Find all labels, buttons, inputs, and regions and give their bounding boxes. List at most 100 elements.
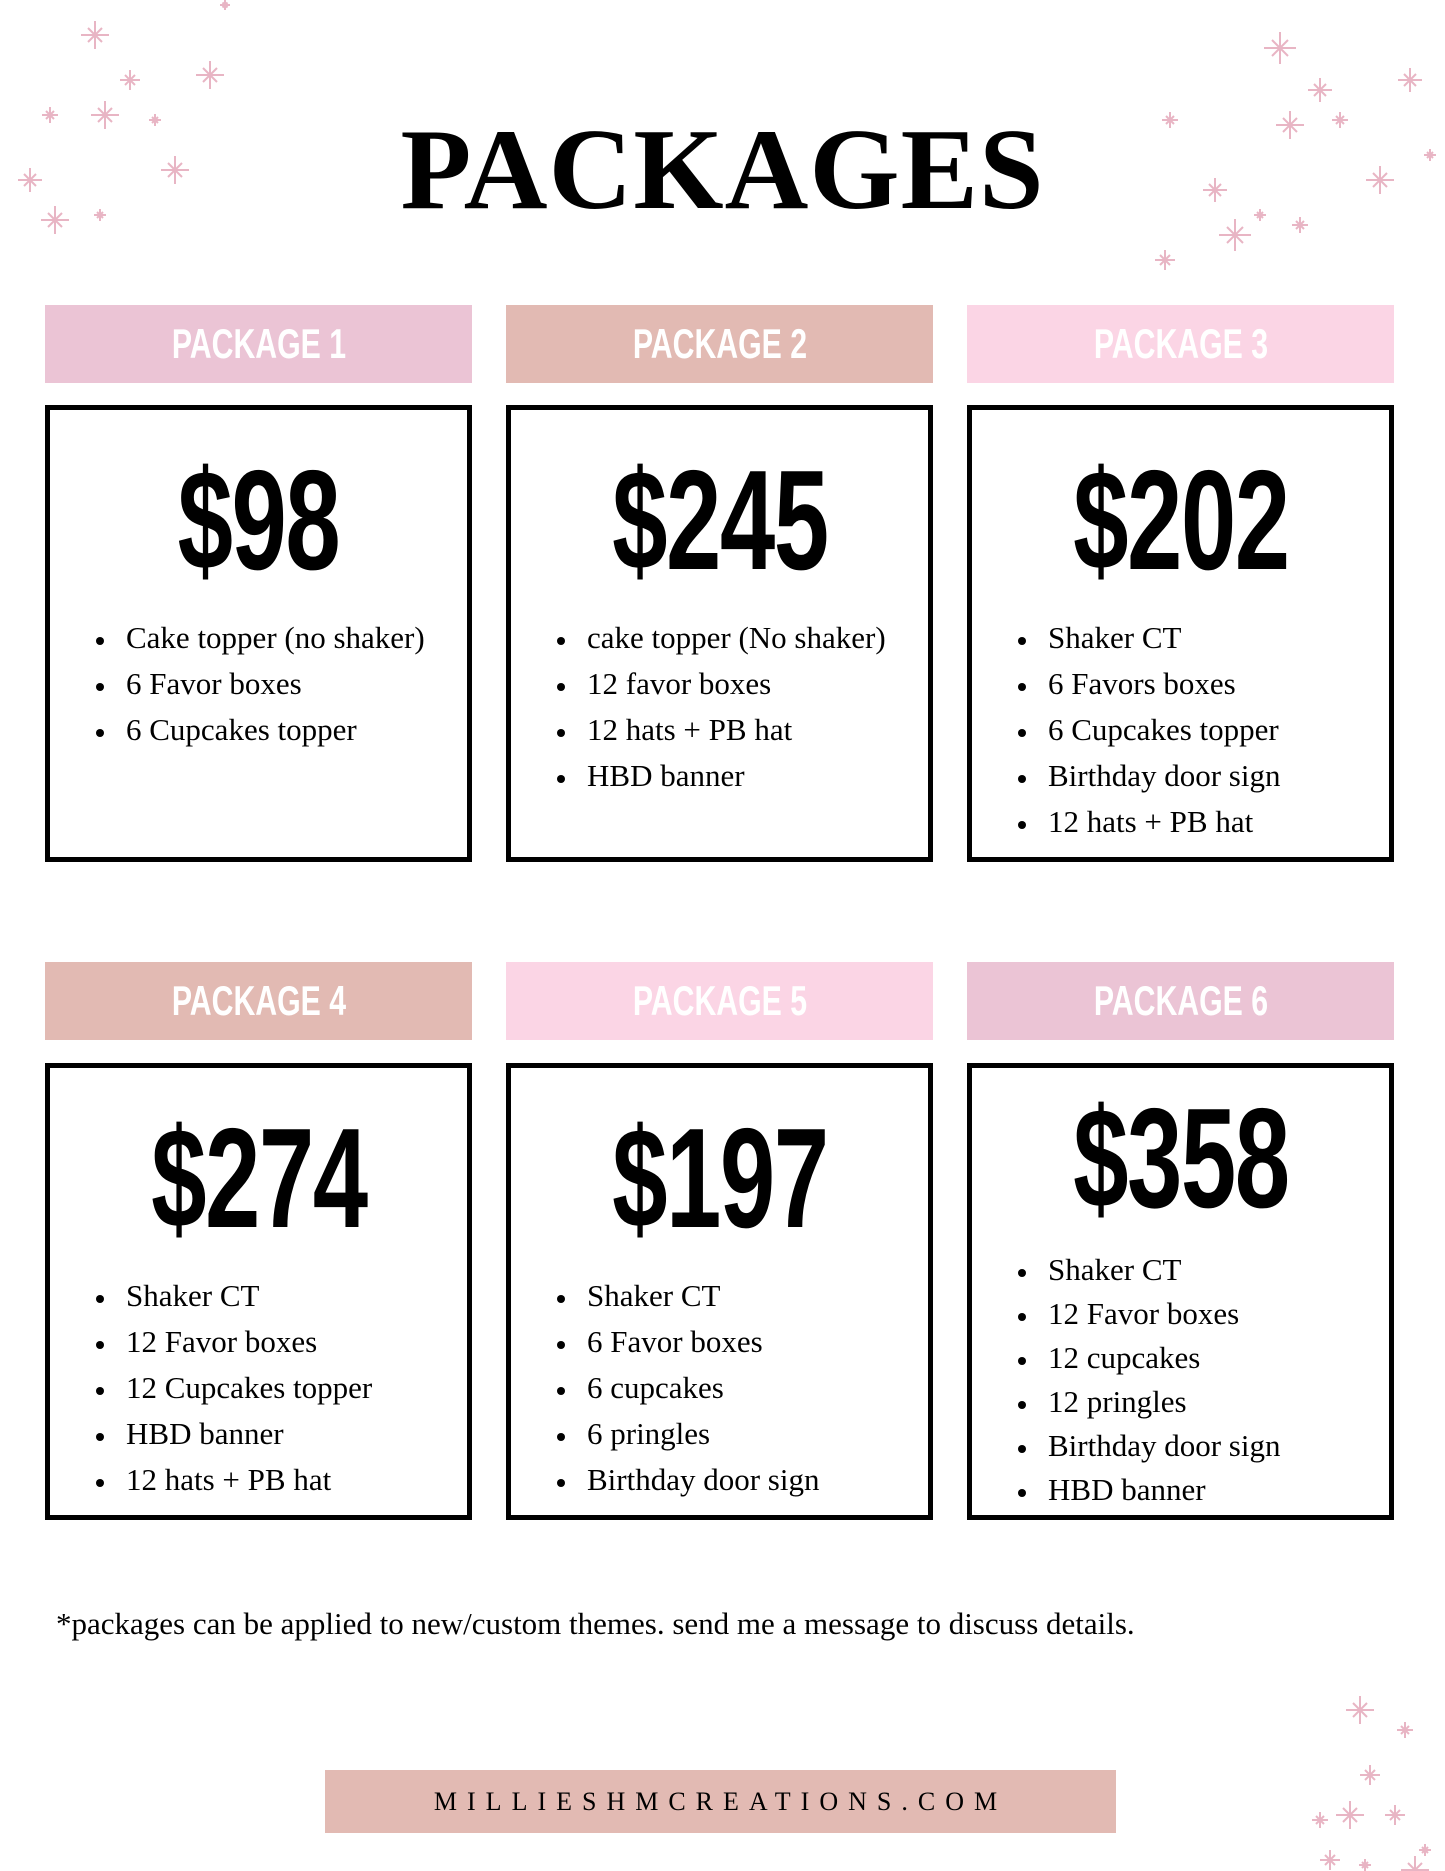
sparkles-top-left-icon xyxy=(18,0,230,234)
list-item: 12 Cupcakes topper xyxy=(118,1365,457,1411)
list-item: 6 cupcakes xyxy=(579,1365,918,1411)
sparkle-icon xyxy=(161,156,189,184)
list-item: 12 hats + PB hat xyxy=(579,707,918,753)
website-url: MILLIESHMCREATIONS.COM xyxy=(433,1786,1008,1816)
list-item: cake topper (No shaker) xyxy=(579,615,918,661)
list-item: 6 pringles xyxy=(579,1411,918,1457)
footnote: *packages can be applied to new/custom t… xyxy=(56,1606,1135,1641)
list-item: HBD banner xyxy=(579,753,918,799)
sparkle-icon xyxy=(196,61,224,89)
sparkle-icon xyxy=(1312,1812,1328,1828)
list-item: 12 pringles xyxy=(1040,1380,1379,1424)
package-1-card: $98 Cake topper (no shaker)6 Favor boxes6… xyxy=(45,405,472,862)
price-value: $358 xyxy=(1072,1079,1290,1238)
package-label: PACKAGE 6 xyxy=(1093,977,1268,1024)
list-item: 12 favor boxes xyxy=(579,661,918,707)
sparkle-icon xyxy=(1385,1805,1405,1825)
package-6-header: PACKAGE 6 xyxy=(967,962,1394,1040)
sparkle-icon xyxy=(1276,111,1304,139)
sparkle-icon xyxy=(1203,178,1227,202)
sparkles-bottom-right-icon xyxy=(1312,1696,1431,1871)
list-item: 12 hats + PB hat xyxy=(118,1457,457,1503)
list-item: Birthday door sign xyxy=(579,1457,918,1503)
list-item: Cake topper (no shaker) xyxy=(118,615,457,661)
package-5-card: $197Shaker CT6 Favor boxes6 cupcakes6 pr… xyxy=(506,1063,933,1520)
sparkle-icon xyxy=(120,70,140,90)
sparkle-icon xyxy=(42,107,58,123)
package-items: Cake topper (no shaker)6 Favor boxes6 Cu… xyxy=(78,615,457,753)
price-value: $245 xyxy=(611,441,829,600)
package-4-header: PACKAGE 4 xyxy=(45,962,472,1040)
package-price: $274 xyxy=(50,1108,467,1250)
sparkle-icon xyxy=(94,209,106,221)
sparkle-icon xyxy=(1359,1859,1371,1871)
price-value: $274 xyxy=(150,1099,368,1258)
sparkle-icon xyxy=(1346,1696,1374,1724)
sparkle-icon xyxy=(1254,209,1266,221)
sparkle-icon xyxy=(1219,219,1251,251)
sparkle-icon xyxy=(1336,1801,1364,1829)
package-items: Shaker CT12 Favor boxes12 Cupcakes toppe… xyxy=(78,1273,457,1503)
package-label: PACKAGE 4 xyxy=(171,977,346,1024)
package-price: $202 xyxy=(972,450,1389,592)
package-price: $98 xyxy=(50,450,467,592)
package-4-card: $274Shaker CT12 Favor boxes12 Cupcakes t… xyxy=(45,1063,472,1520)
list-item: 12 cupcakes xyxy=(1040,1336,1379,1380)
sparkle-icon xyxy=(149,114,161,126)
sparkle-icon xyxy=(220,0,230,10)
package-label: PACKAGE 1 xyxy=(171,320,346,367)
list-item: 6 Cupcakes topper xyxy=(118,707,457,753)
sparkle-icon xyxy=(1320,1850,1340,1870)
page-title: PACKAGES xyxy=(400,106,1045,234)
package-label: PACKAGE 5 xyxy=(632,977,807,1024)
package-items: Shaker CT12 Favor boxes12 cupcakes12 pri… xyxy=(1000,1248,1379,1512)
list-item: 6 Favors boxes xyxy=(1040,661,1379,707)
package-2-card: $245cake topper (No shaker)12 favor boxe… xyxy=(506,405,933,862)
package-label: PACKAGE 3 xyxy=(1093,320,1268,367)
package-label: PACKAGE 2 xyxy=(632,320,807,367)
sparkle-icon xyxy=(1366,166,1394,194)
sparkle-icon xyxy=(1332,112,1348,128)
website-banner: MILLIESHMCREATIONS.COM xyxy=(325,1770,1116,1833)
package-2-header: PACKAGE 2 xyxy=(506,305,933,383)
list-item: 6 Favor boxes xyxy=(579,1319,918,1365)
list-item: HBD banner xyxy=(1040,1468,1379,1512)
sparkle-icon xyxy=(91,101,119,129)
sparkle-icon xyxy=(1401,1856,1429,1871)
package-5-header: PACKAGE 5 xyxy=(506,962,933,1040)
list-item: 12 Favor boxes xyxy=(1040,1292,1379,1336)
sparkle-icon xyxy=(1162,112,1178,128)
sparkle-icon xyxy=(1419,1844,1431,1856)
sparkle-icon xyxy=(1398,68,1422,92)
sparkle-icon xyxy=(1264,32,1296,64)
package-items: cake topper (No shaker)12 favor boxes12 … xyxy=(539,615,918,799)
list-item: 12 Favor boxes xyxy=(118,1319,457,1365)
sparkles-top-right-icon xyxy=(1155,32,1436,270)
sparkle-icon xyxy=(81,21,109,49)
price-value: $202 xyxy=(1072,441,1290,600)
package-price: $358 xyxy=(972,1088,1389,1230)
sparkle-icon xyxy=(18,168,42,192)
sparkle-icon xyxy=(1155,250,1175,270)
package-1-header: PACKAGE 1 xyxy=(45,305,472,383)
sparkle-icon xyxy=(1292,217,1308,233)
list-item: Shaker CT xyxy=(118,1273,457,1319)
list-item: Birthday door sign xyxy=(1040,753,1379,799)
sparkle-icon xyxy=(1308,78,1332,102)
sparkle-icon xyxy=(1424,149,1436,161)
package-price: $245 xyxy=(511,450,928,592)
package-items: Shaker CT6 Favor boxes6 cupcakes6 pringl… xyxy=(539,1273,918,1503)
list-item: HBD banner xyxy=(118,1411,457,1457)
list-item: 6 Cupcakes topper xyxy=(1040,707,1379,753)
price-value: $197 xyxy=(611,1099,829,1258)
list-item: Shaker CT xyxy=(579,1273,918,1319)
package-6-card: $358Shaker CT12 Favor boxes12 cupcakes12… xyxy=(967,1063,1394,1520)
sparkle-icon xyxy=(41,206,69,234)
package-items: Shaker CT6 Favors boxes6 Cupcakes topper… xyxy=(1000,615,1379,845)
list-item: Shaker CT xyxy=(1040,615,1379,661)
list-item: Shaker CT xyxy=(1040,1248,1379,1292)
list-item: 6 Favor boxes xyxy=(118,661,457,707)
sparkle-icon xyxy=(1360,1765,1380,1785)
price-value: $98 xyxy=(177,441,341,600)
sparkle-icon xyxy=(1397,1722,1413,1738)
